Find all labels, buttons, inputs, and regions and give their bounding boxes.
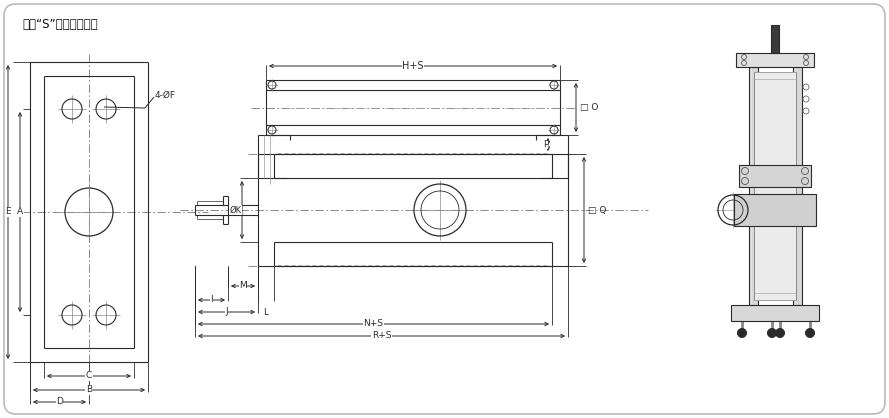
Bar	[793, 67, 802, 305]
Text: R+S: R+S	[372, 331, 391, 341]
Circle shape	[775, 329, 784, 337]
Text: ØK: ØK	[230, 206, 242, 214]
Text: L: L	[263, 308, 268, 317]
Bar	[736, 53, 814, 67]
Bar	[734, 194, 816, 226]
Text: □ O: □ O	[580, 103, 598, 112]
Text: 4-ØF: 4-ØF	[155, 91, 176, 99]
Text: I: I	[210, 296, 212, 304]
Text: A: A	[17, 207, 23, 217]
Bar	[754, 72, 796, 300]
Circle shape	[767, 329, 776, 337]
Circle shape	[805, 329, 814, 337]
Text: J: J	[225, 308, 228, 316]
Bar	[771, 25, 779, 53]
Text: C: C	[86, 372, 92, 380]
Text: E: E	[5, 207, 11, 217]
Text: 注：“S”為缸的總行程: 注：“S”為缸的總行程	[22, 18, 98, 31]
FancyBboxPatch shape	[4, 4, 885, 414]
Text: B: B	[86, 385, 92, 395]
Text: D: D	[56, 398, 63, 406]
Text: □ Q: □ Q	[588, 206, 606, 214]
Text: H+S: H+S	[402, 61, 424, 71]
Bar	[749, 67, 758, 305]
Text: M: M	[239, 281, 247, 291]
Bar	[731, 305, 819, 321]
Text: P: P	[542, 140, 548, 149]
Bar	[739, 165, 811, 187]
Text: N+S: N+S	[364, 319, 383, 329]
Circle shape	[738, 329, 747, 337]
